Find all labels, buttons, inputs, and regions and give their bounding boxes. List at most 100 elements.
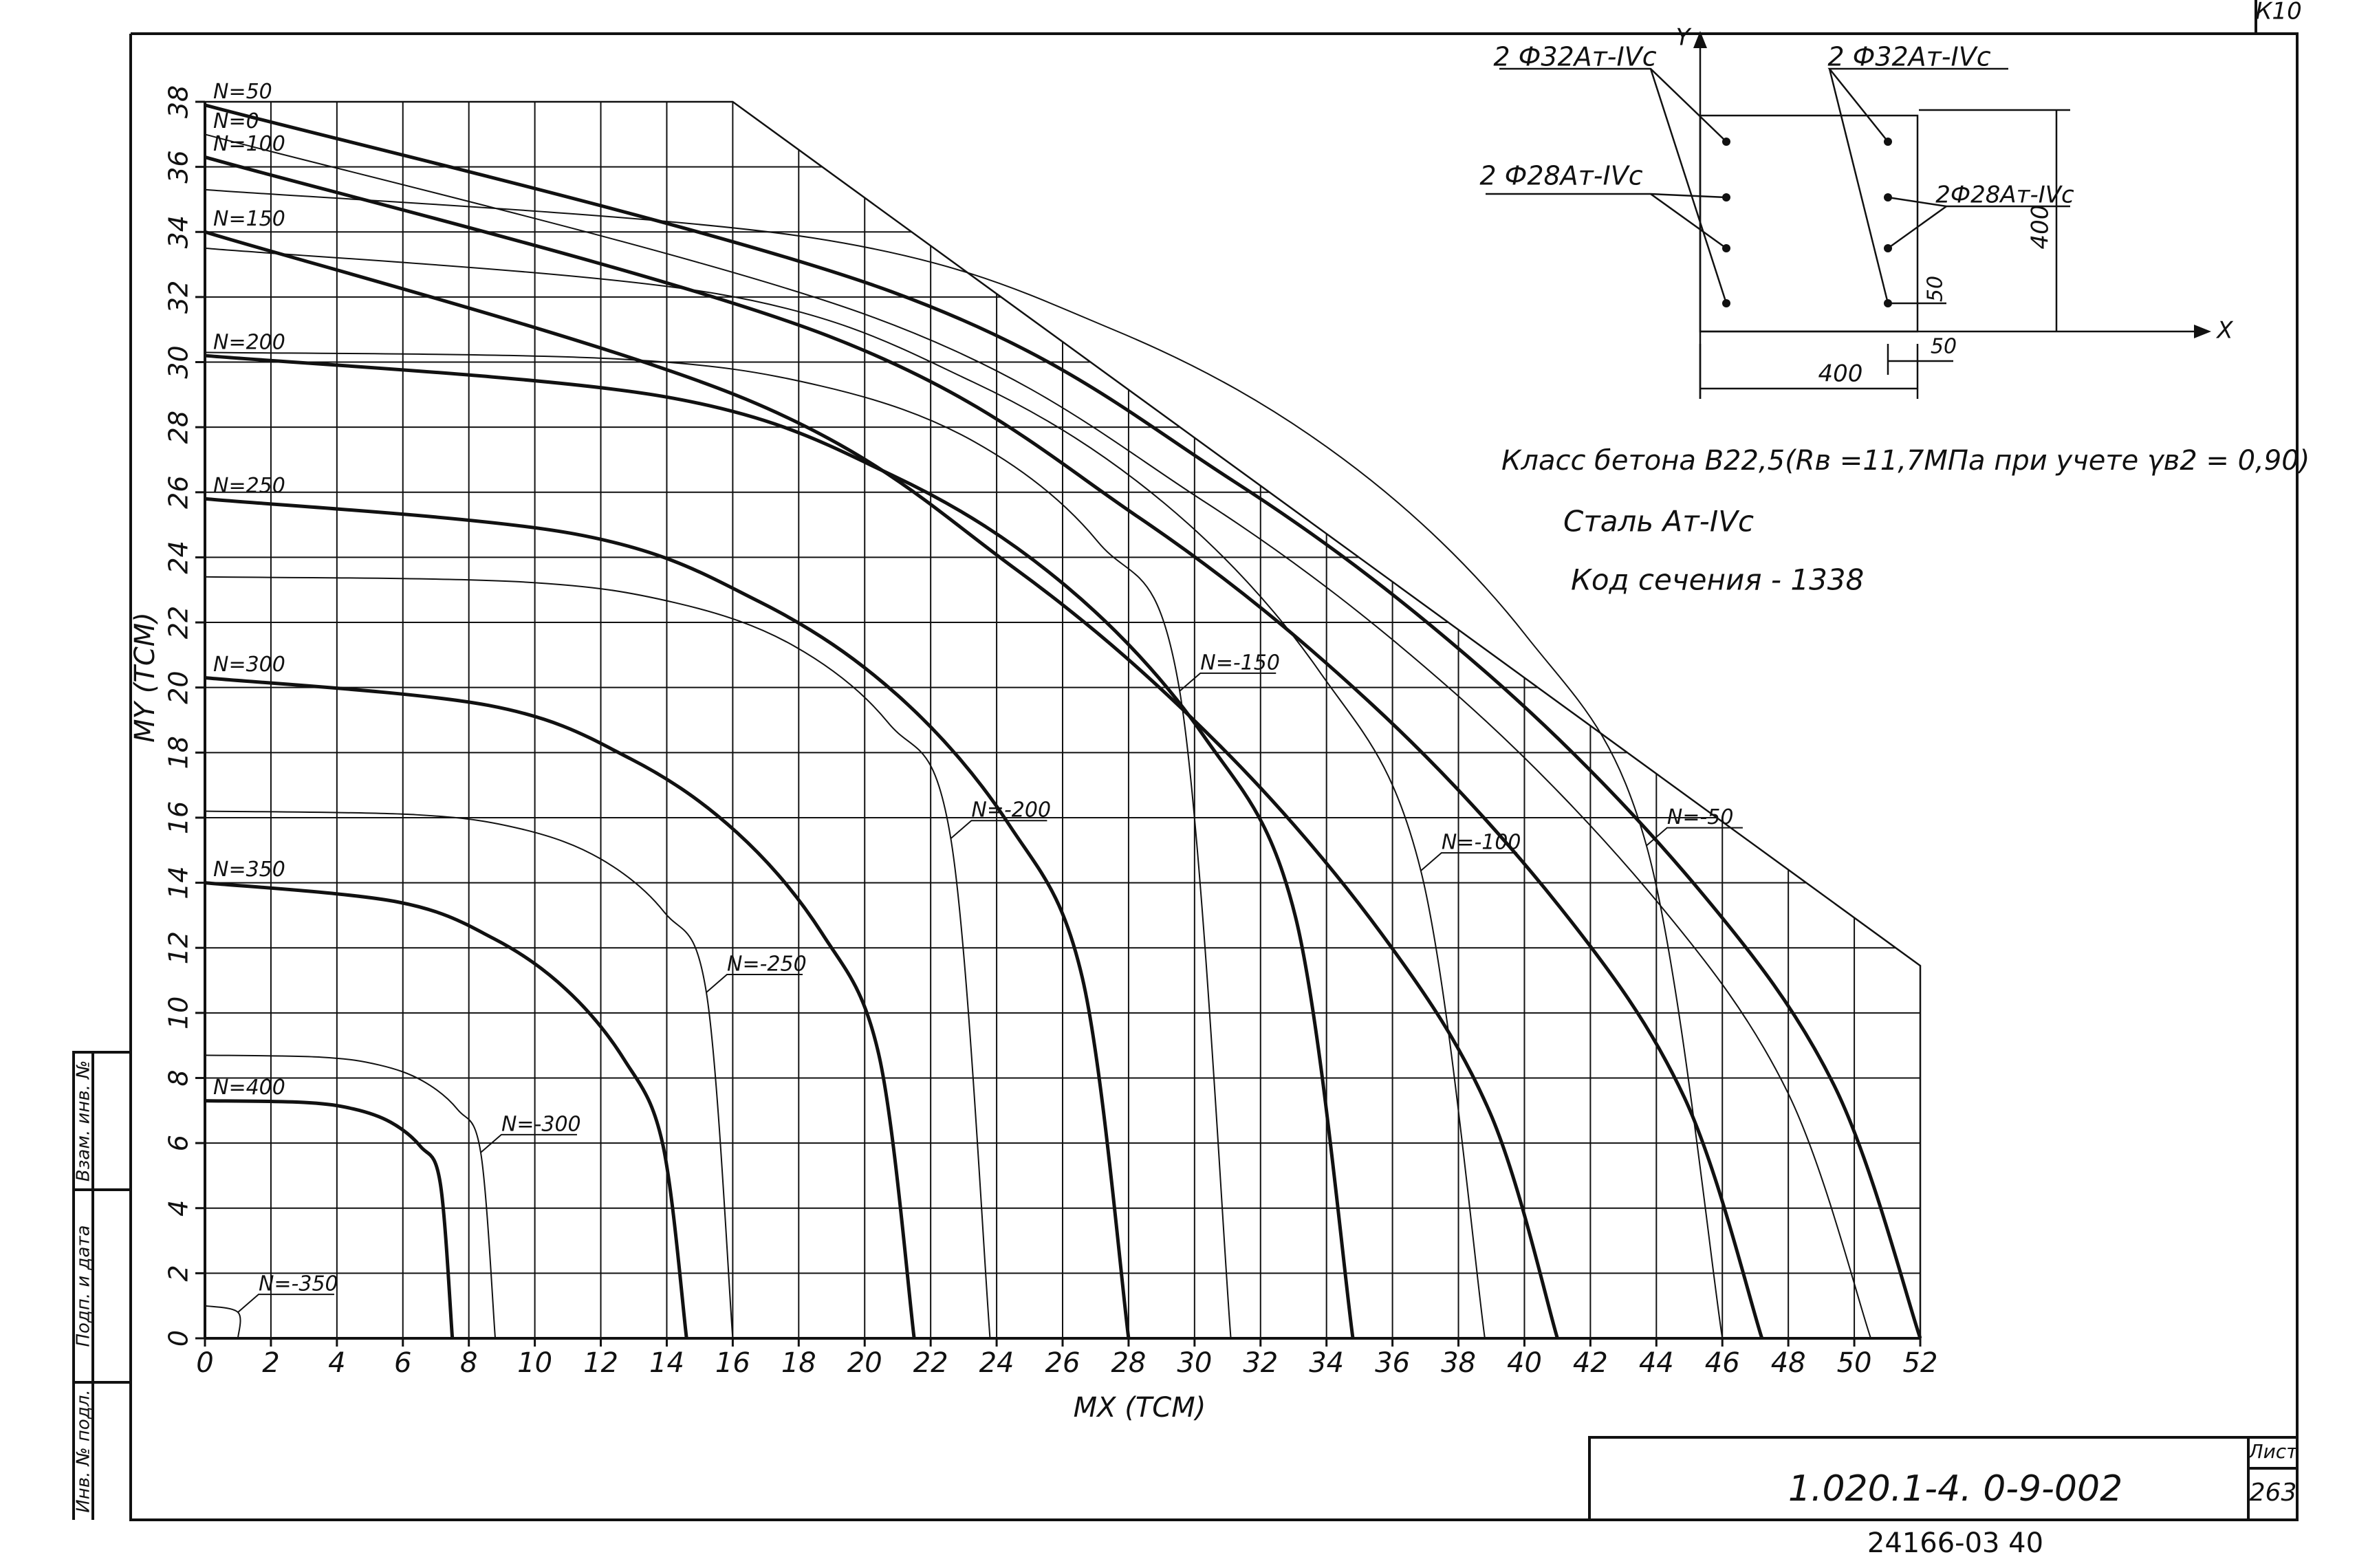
x-tick-label: 12 xyxy=(583,1347,618,1379)
side-text: Подп. и дата xyxy=(74,1225,94,1347)
x-tick-label: 42 xyxy=(1573,1347,1608,1379)
leader-lines xyxy=(1486,67,2070,399)
x-tick-label: 50 xyxy=(1837,1347,1872,1379)
sheet-frame xyxy=(129,32,2299,1521)
y-tick-label: 8 xyxy=(164,1069,194,1086)
x-tick-label: 16 xyxy=(715,1347,750,1379)
arrow xyxy=(2194,325,2211,338)
x-tick-label: 30 xyxy=(1177,1347,1212,1379)
curve-label: N=250 xyxy=(213,474,285,498)
axis-name: Y xyxy=(1676,24,1692,52)
note: Класс бетона В22,5(Rв =11,7МПа при учете… xyxy=(1501,445,2310,477)
curve-label: N=-350 xyxy=(259,1272,338,1296)
x-tick-label: 10 xyxy=(517,1347,552,1379)
curve xyxy=(204,103,1922,1339)
curve xyxy=(204,155,1764,1339)
x-tick-label: 6 xyxy=(394,1347,411,1379)
x-tick-label: 44 xyxy=(1639,1347,1674,1379)
leader xyxy=(706,974,803,993)
x-tick-label: 0 xyxy=(196,1347,213,1379)
curve-label: N=-300 xyxy=(501,1112,581,1136)
curve xyxy=(204,353,1355,1339)
curve xyxy=(204,1305,241,1339)
x-tick-label: 22 xyxy=(913,1347,948,1379)
y-tick-label: 14 xyxy=(164,866,194,899)
leader xyxy=(1420,852,1517,871)
leader xyxy=(950,820,1047,839)
curve-label: N=50 xyxy=(213,80,272,104)
curve-label: N=400 xyxy=(213,1076,285,1100)
curve-label: N=-200 xyxy=(971,798,1051,823)
x-tick-label: 52 xyxy=(1903,1347,1938,1379)
x-tick-label: 18 xyxy=(781,1347,816,1379)
curve xyxy=(204,1099,455,1339)
curve xyxy=(204,247,1486,1339)
archive-number: 24166-03 40 xyxy=(1867,1527,2043,1559)
curve xyxy=(204,881,688,1339)
curve xyxy=(204,497,1131,1339)
curve-label: N=-100 xyxy=(1442,831,1521,855)
y-tick-label: 38 xyxy=(164,85,194,118)
x-tick-label: 28 xyxy=(1111,1347,1146,1379)
sheet-label: Лист xyxy=(2248,1440,2299,1463)
y-tick-label: 18 xyxy=(164,736,194,769)
x-tick-label: 14 xyxy=(649,1347,684,1379)
x-tick-label: 8 xyxy=(460,1347,477,1379)
x-tick-label: 48 xyxy=(1771,1347,1806,1379)
x-tick-label: 38 xyxy=(1441,1347,1476,1379)
dimension: 400 xyxy=(2027,205,2054,250)
rebar-label: 2 Ф32Ат-IVс xyxy=(1493,42,1656,72)
x-tick-label: 34 xyxy=(1309,1347,1344,1379)
rebar-label: 2 Ф32Ат-IVс xyxy=(1827,42,1990,72)
leader xyxy=(1646,827,1743,847)
y-tick-label: 6 xyxy=(164,1135,194,1151)
leader xyxy=(480,1133,577,1153)
y-tick-label: 28 xyxy=(164,411,194,444)
limit-line xyxy=(205,100,1922,1338)
x-tick-label: 4 xyxy=(328,1347,345,1379)
stamp-box xyxy=(1588,1436,2297,1520)
side-text: Взам. инв. № xyxy=(74,1060,94,1182)
y-tick-label: 16 xyxy=(164,801,194,834)
x-tick-label: 20 xyxy=(847,1347,882,1379)
x-axis-label: MX (TCM) xyxy=(1074,1392,1206,1424)
arrow xyxy=(1693,31,1707,48)
dimension: 400 xyxy=(1818,360,1863,388)
curve-label: N=300 xyxy=(213,653,285,677)
side-strip xyxy=(72,1051,131,1520)
curve xyxy=(204,576,991,1339)
curve xyxy=(204,1054,497,1339)
side-text: Инв. № подл. xyxy=(74,1389,94,1512)
rebar-label: 2 Ф28Ат-IVс xyxy=(1479,161,1642,191)
x-tick-label: 36 xyxy=(1375,1347,1410,1379)
note: Код сечения - 1338 xyxy=(1571,563,1864,597)
curve xyxy=(204,230,1559,1339)
y-tick-label: 0 xyxy=(164,1330,194,1347)
leader xyxy=(237,1294,334,1313)
rebar-dots xyxy=(1722,138,1892,307)
sheet-number: 263 xyxy=(2250,1479,2297,1507)
x-tick-label: 40 xyxy=(1507,1347,1542,1379)
curve xyxy=(204,676,916,1339)
y-tick-label: 26 xyxy=(164,476,194,509)
curve-label: N=200 xyxy=(213,331,285,355)
drawing-code: 1.020.1-4. 0-9-002 xyxy=(1788,1468,2122,1510)
grid xyxy=(205,102,1920,1338)
y-tick-label: 20 xyxy=(164,671,194,704)
section-outline xyxy=(1699,114,1919,333)
x-tick-label: 24 xyxy=(979,1347,1014,1379)
curve-label: N=350 xyxy=(213,858,285,882)
x-tick-label: 2 xyxy=(262,1347,279,1379)
dimension: 50 xyxy=(1924,276,1948,302)
note: Сталь Ат-IVс xyxy=(1563,505,1754,538)
curve-label: N=-150 xyxy=(1200,651,1280,675)
y-tick-label: 12 xyxy=(164,931,194,964)
x-tick-label: 26 xyxy=(1045,1347,1080,1379)
curve-label: N=150 xyxy=(213,207,285,231)
curve xyxy=(204,810,734,1339)
rebar-label: 2Ф28Ат-IVс xyxy=(1935,182,2074,209)
leader xyxy=(1179,672,1277,692)
x-tick-label: 32 xyxy=(1243,1347,1278,1379)
curve-label: N=100 xyxy=(213,132,285,156)
